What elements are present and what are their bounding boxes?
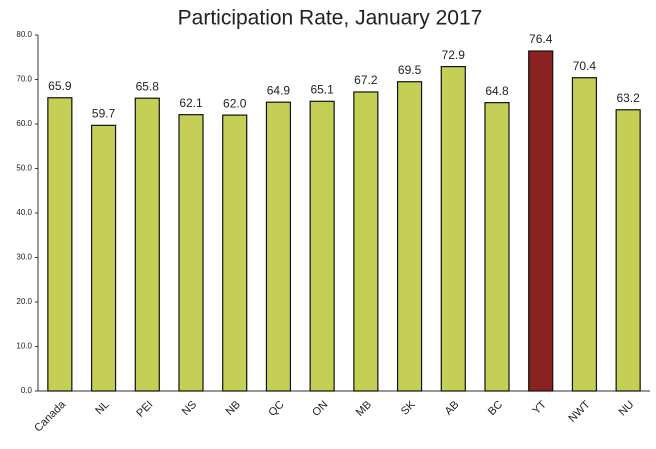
- x-tick-label: Canada: [32, 398, 68, 434]
- data-label: 65.1: [310, 82, 334, 96]
- data-label: 59.7: [92, 107, 116, 121]
- data-label: 70.4: [573, 59, 597, 73]
- bar: [47, 97, 73, 392]
- x-tick-label: YT: [530, 398, 549, 417]
- bar: [571, 77, 598, 392]
- y-tick-label: 20.0: [16, 297, 32, 306]
- x-tick-label: AB: [443, 399, 462, 418]
- bar: [440, 65, 466, 392]
- data-label: 64.8: [485, 84, 509, 98]
- x-tick-label: BC: [486, 399, 505, 418]
- y-tick-label: 0.0: [21, 386, 33, 395]
- y-tick-label: 60.0: [16, 119, 32, 128]
- y-tick-label: 30.0: [16, 253, 32, 262]
- bar: [484, 102, 510, 392]
- x-tick-label: PEI: [134, 399, 155, 420]
- y-tick-label: 50.0: [16, 164, 32, 173]
- y-tick-label: 10.0: [16, 342, 32, 351]
- y-tick-label: 70.0: [16, 75, 32, 84]
- y-tick-label: 80.0: [16, 30, 32, 39]
- chart-title: Participation Rate, January 2017: [178, 7, 483, 30]
- data-label: 62.1: [179, 96, 203, 110]
- data-label: 76.4: [529, 32, 553, 46]
- bar: [353, 91, 379, 392]
- x-tick-label: NU: [617, 399, 637, 419]
- bar: [265, 101, 292, 392]
- x-tick-label: QC: [266, 399, 286, 419]
- x-tick-label: NB: [224, 399, 243, 418]
- data-label: 72.9: [442, 48, 466, 62]
- data-label: 67.2: [354, 73, 378, 87]
- data-label: 69.5: [398, 63, 422, 77]
- bar: [396, 81, 423, 392]
- x-tick-label: MB: [354, 399, 374, 419]
- data-label: 62.0: [223, 96, 247, 110]
- data-label: 63.2: [616, 91, 640, 105]
- x-tick-label: ON: [310, 399, 330, 419]
- data-label: 64.9: [267, 83, 291, 97]
- x-tick-label: NWT: [566, 398, 592, 424]
- x-tick-label: NL: [93, 399, 111, 417]
- bar: [222, 114, 248, 392]
- bar: [90, 124, 117, 392]
- x-tick-label: NS: [180, 399, 199, 418]
- bar: [615, 109, 641, 392]
- bar: [309, 100, 335, 392]
- bar: [528, 50, 554, 392]
- data-label: 65.9: [48, 79, 72, 93]
- x-tick-label: SK: [399, 398, 418, 417]
- data-label: 65.8: [136, 79, 160, 93]
- bar: [178, 114, 204, 392]
- bar: [134, 97, 160, 392]
- y-tick-label: 40.0: [16, 208, 32, 217]
